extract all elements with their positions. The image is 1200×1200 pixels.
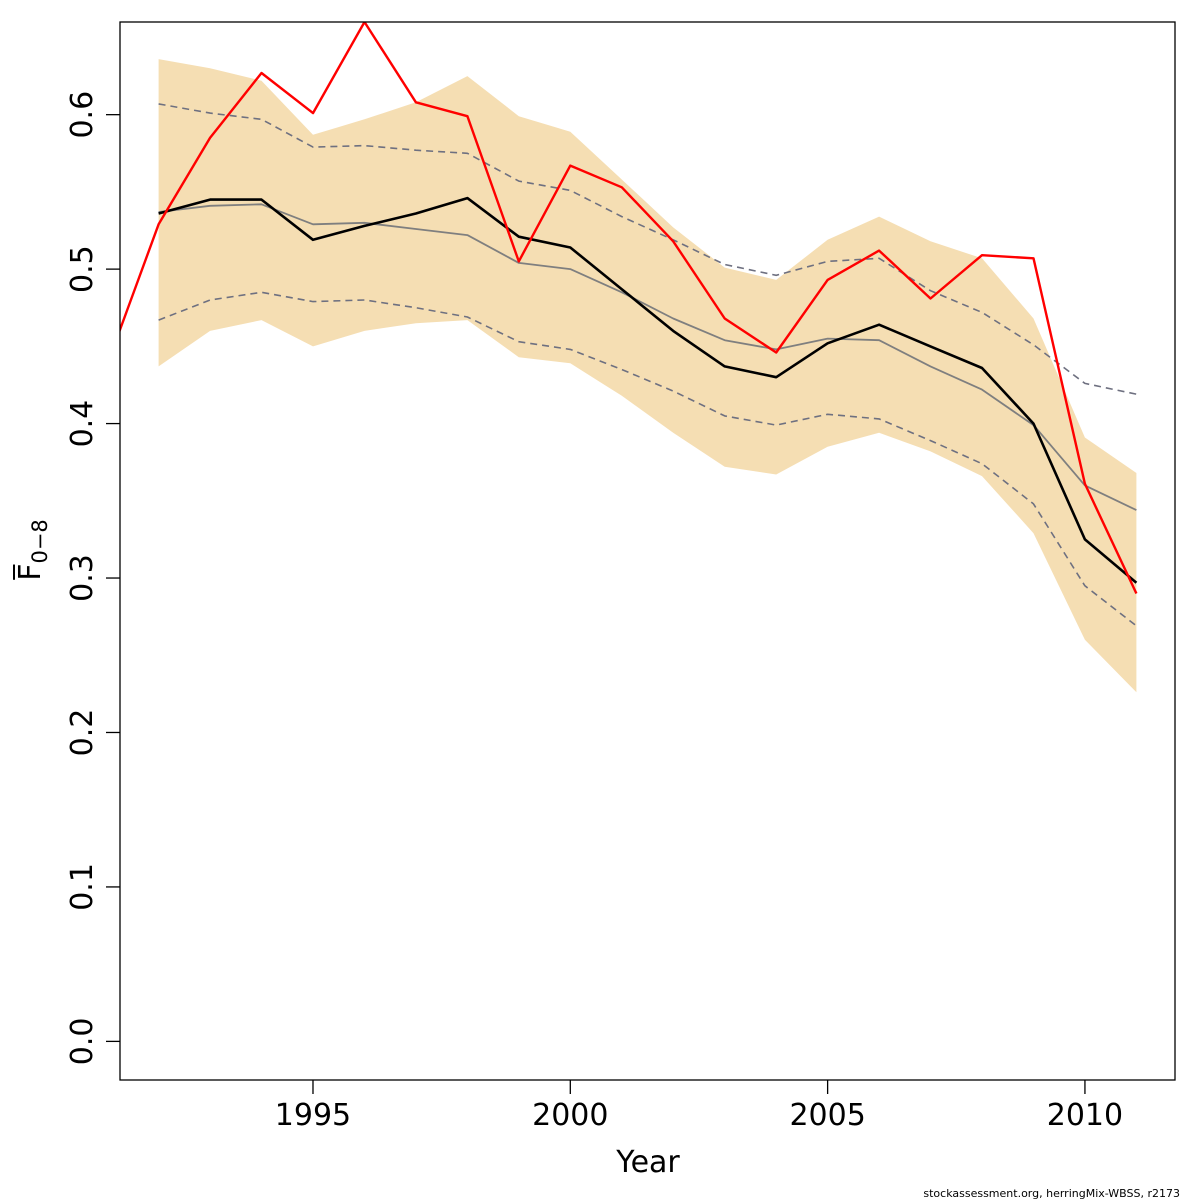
y-tick-label: 0.0 xyxy=(65,1018,100,1066)
x-tick-label: 1995 xyxy=(275,1098,351,1133)
plot-area xyxy=(120,22,1138,693)
lower-quantile-line xyxy=(158,291,1137,627)
y-tick-label: 0.2 xyxy=(65,709,100,757)
y-axis-title: F0−8 xyxy=(13,519,52,581)
median-line xyxy=(158,203,1137,511)
x-axis-title: Year xyxy=(615,1145,680,1180)
y-tick-label: 0.1 xyxy=(65,863,100,911)
estimate-line xyxy=(158,196,1138,584)
plot-frame xyxy=(119,21,1176,1081)
svg-text:F0−8: F0−8 xyxy=(13,519,52,581)
x-tick-label: 2000 xyxy=(532,1098,608,1133)
x-tick-label: 2010 xyxy=(1047,1098,1123,1133)
upper-quantile-line xyxy=(158,103,1137,395)
reference-line xyxy=(120,22,1138,595)
y-axis-title-main: F xyxy=(13,564,48,581)
x-tick-label: 2005 xyxy=(789,1098,865,1133)
y-axis: 0.0 0.1 0.2 0.3 0.4 0.5 0.6 xyxy=(65,91,120,1065)
y-axis-title-subscript: 0−8 xyxy=(28,519,52,563)
x-axis: 1995 2000 2005 2010 xyxy=(275,1080,1123,1133)
y-tick-label: 0.5 xyxy=(65,245,100,293)
credit-text: stockassessment.org, herringMix-WBSS, r2… xyxy=(923,1187,1180,1200)
y-tick-label: 0.6 xyxy=(65,91,100,139)
y-tick-label: 0.3 xyxy=(65,554,100,602)
y-tick-label: 0.4 xyxy=(65,400,100,448)
